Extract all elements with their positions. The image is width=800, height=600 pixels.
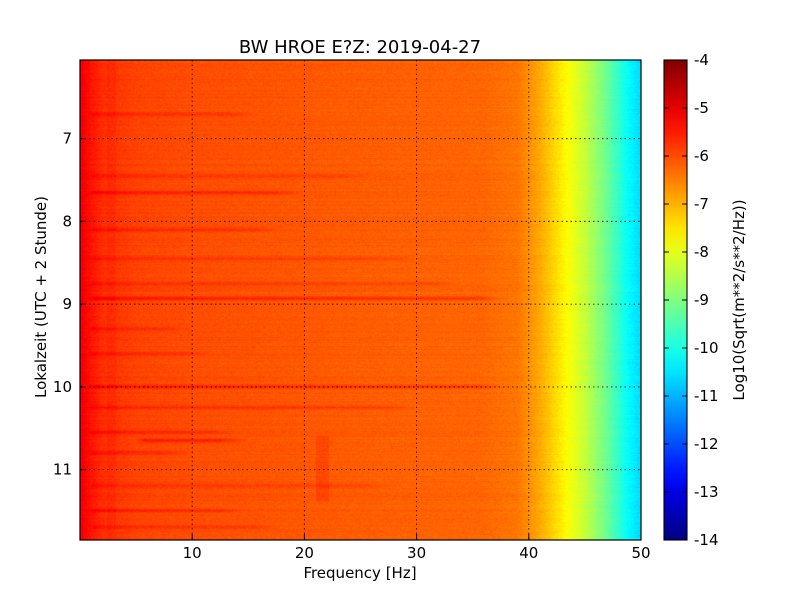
colorbar-label: Log10(Sqrt(m**2/s**2/Hz)) <box>730 199 748 400</box>
y-tick-label: 8 <box>62 212 72 230</box>
y-tick-label: 7 <box>62 130 72 148</box>
x-tick-label: 30 <box>407 544 426 562</box>
colorbar-tick-label: -8 <box>694 243 709 261</box>
y-tick-label: 9 <box>62 295 72 313</box>
x-tick-label: 10 <box>183 544 202 562</box>
colorbar-tick-label: -5 <box>694 99 709 117</box>
colorbar-ticks: -4 -5 -6 -7 -8 -9 -10 -11 -12 -13 -14 <box>664 51 719 549</box>
y-tick-label: 10 <box>53 378 72 396</box>
y-axis-ticks: 7 8 9 10 11 <box>53 130 86 479</box>
colorbar-tick-label: -14 <box>694 531 719 549</box>
colorbar-tick-label: -7 <box>694 195 709 213</box>
chart-title: BW HROE E?Z: 2019-04-27 <box>239 37 481 58</box>
heatmap-container <box>80 60 641 540</box>
x-axis-ticks: 10 20 30 40 50 <box>183 534 651 562</box>
spectrogram-heatmap <box>80 60 641 540</box>
plot-frame <box>79 59 642 541</box>
x-tick-label: 50 <box>631 544 650 562</box>
y-axis-label: Lokalzeit (UTC + 2 Stunde) <box>32 196 50 398</box>
colorbar-tick-label: -6 <box>694 147 709 165</box>
x-axis-label: Frequency [Hz] <box>303 564 416 582</box>
colorbar-tick-label: -9 <box>694 291 709 309</box>
colorbar-tick-label: -11 <box>694 387 719 405</box>
y-tick-label: 11 <box>53 461 72 479</box>
x-tick-label: 20 <box>295 544 314 562</box>
x-tick-label: 40 <box>519 544 538 562</box>
colorbar-tick-label: -10 <box>694 339 719 357</box>
colorbar-tick-label: -4 <box>694 51 709 69</box>
colorbar-tick-label: -13 <box>694 483 719 501</box>
colorbar-tick-label: -12 <box>694 435 719 453</box>
